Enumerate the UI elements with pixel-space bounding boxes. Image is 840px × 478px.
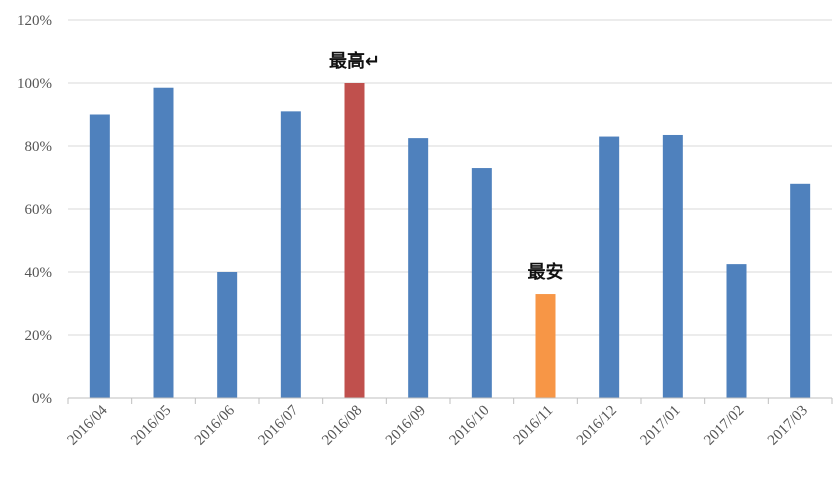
bar-2016-10 [471, 168, 492, 398]
x-tick-label: 2017/02 [701, 403, 747, 449]
x-tick-label: 2016/10 [447, 403, 493, 449]
x-tick-label: 2016/04 [65, 402, 111, 448]
bar-2017-03 [790, 183, 811, 398]
grid-layer [68, 19, 832, 336]
x-tick-label: 2017/03 [765, 403, 811, 449]
x-tick-label: 2016/11 [511, 403, 557, 449]
y-tick-label: 80% [25, 139, 53, 155]
y-tick-label: 0% [32, 391, 52, 407]
bar-2016-04 [89, 114, 110, 398]
y-tick-label: 20% [25, 328, 53, 344]
y-tick-label: 120% [17, 13, 52, 29]
x-tick-label: 2016/05 [128, 403, 174, 449]
x-tick-label: 2016/06 [192, 402, 238, 448]
annotation-label: 最高↵ [329, 50, 380, 72]
axis-layer [67, 397, 833, 404]
x-tick-label: 2017/01 [638, 403, 684, 449]
bar-2017-01 [662, 134, 683, 398]
x-tick-label: 2016/09 [383, 403, 429, 449]
bar-2017-02 [726, 264, 747, 398]
bar-2016-06 [217, 272, 238, 398]
annotation-label: 最安 [528, 261, 564, 283]
bar-2016-05 [153, 87, 174, 398]
bar-2016-09 [408, 138, 429, 398]
y-tick-label: 40% [25, 265, 53, 281]
x-tick-label: 2016/07 [256, 402, 302, 448]
x-tick-label: 2016/08 [319, 403, 365, 449]
y-tick-label: 100% [17, 76, 52, 92]
bar-2016-12 [599, 136, 620, 399]
x-tick-label: 2016/12 [574, 403, 620, 449]
y-tick-label: 60% [25, 202, 53, 218]
bar-2016-07 [280, 111, 301, 398]
bar-layer [89, 83, 811, 399]
bar-2016-08 [344, 83, 365, 398]
bar-2016-11 [535, 294, 556, 398]
